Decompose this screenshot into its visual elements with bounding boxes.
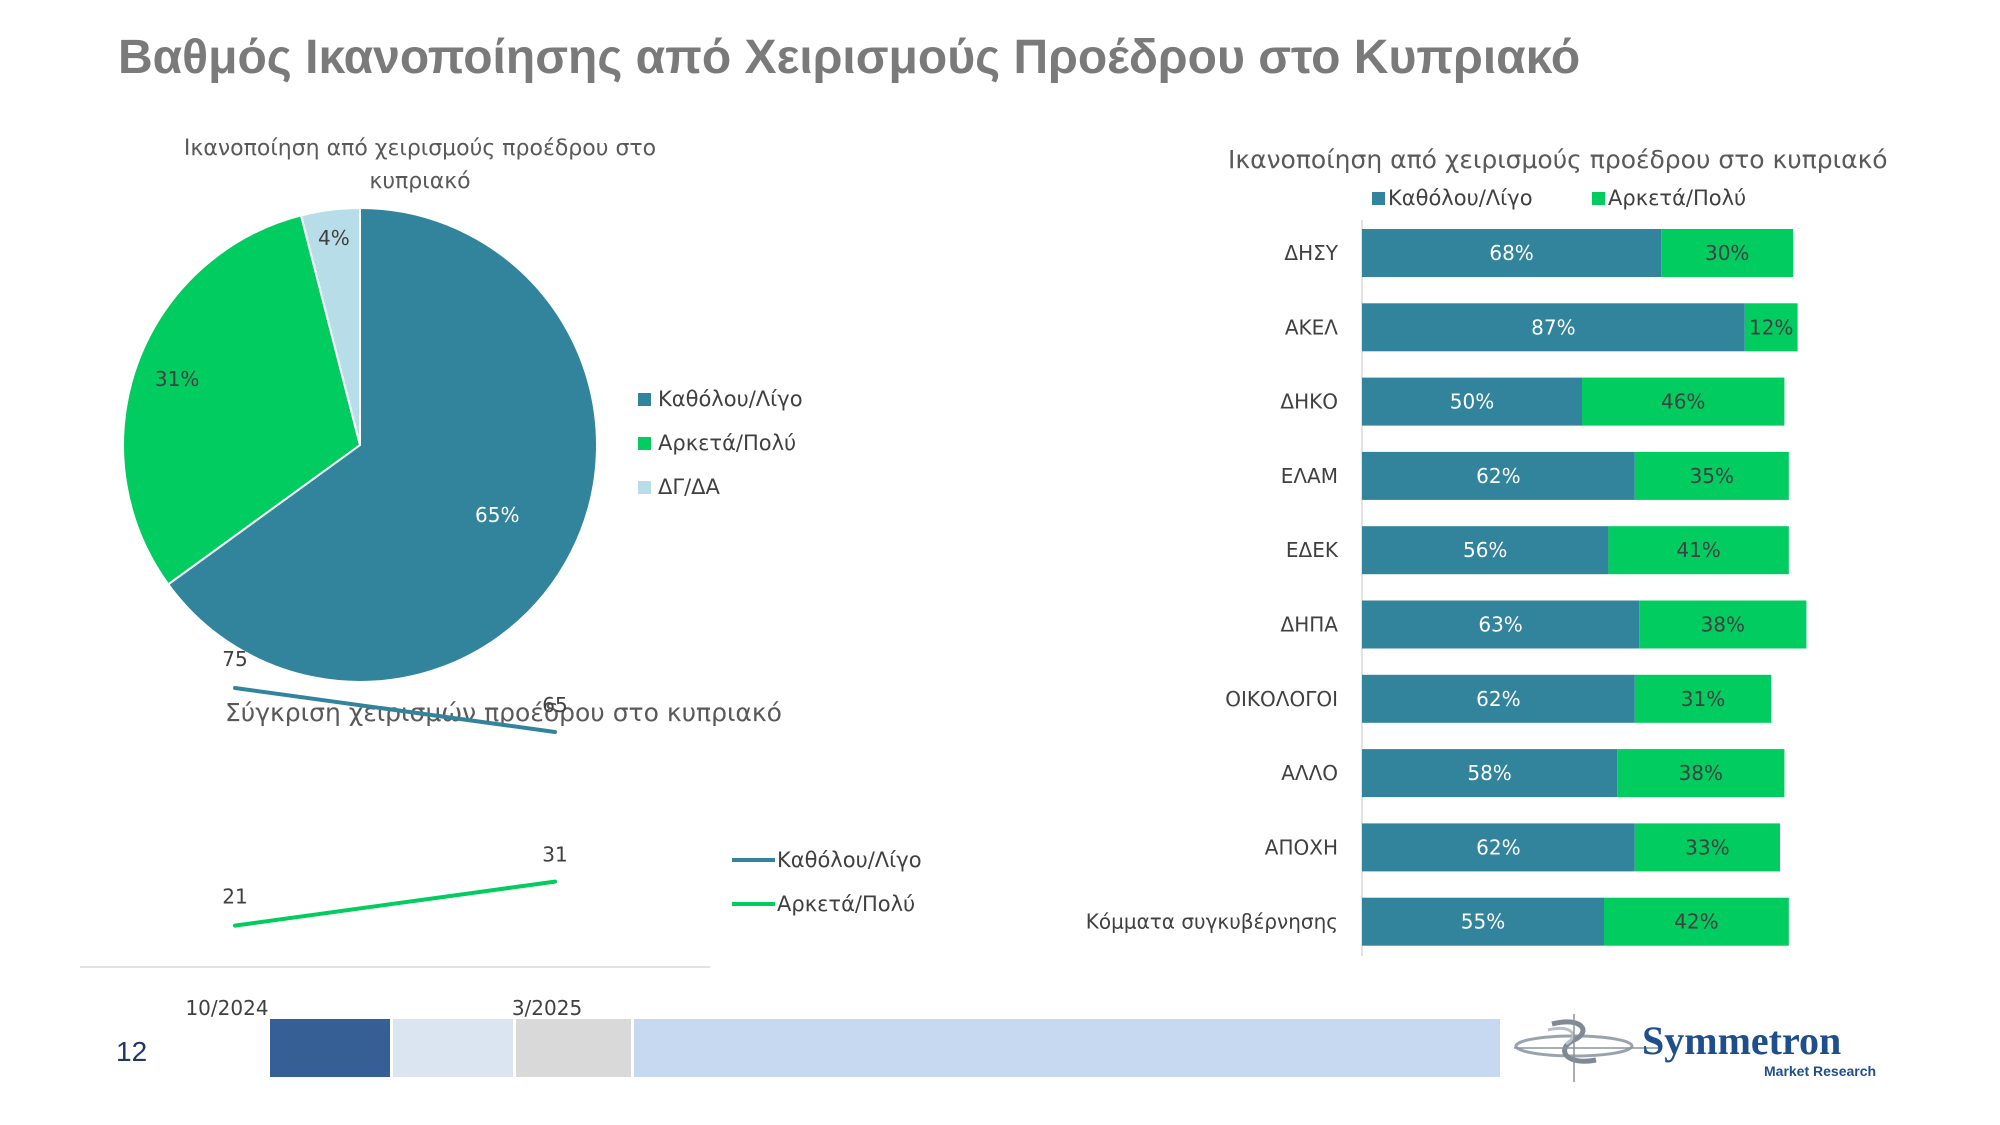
bar-segment-1 <box>1362 526 1609 575</box>
bar-category-label: ΕΔΕΚ <box>1286 538 1339 562</box>
bar-segment-1 <box>1362 229 1662 277</box>
bar-value-label: 62% <box>1476 464 1520 488</box>
bar-segment-2 <box>1604 897 1789 946</box>
bar-chart-title: Ικανοποίηση από χειρισμούς προέδρου στο … <box>1228 145 1888 174</box>
bar-value-label: 62% <box>1476 687 1520 711</box>
bar-segment-1 <box>1362 303 1745 352</box>
pie-slice-2 <box>122 214 362 586</box>
bar-segment-1 <box>1362 377 1582 426</box>
pie-title-line-1: Ικανοποίηση από χειρισμούς προέδρου στο <box>184 136 656 161</box>
bar-value-label: 58% <box>1467 761 1511 785</box>
bar-segment-2 <box>1634 451 1789 500</box>
bar-category-label: ΔΗΚΟ <box>1280 390 1338 414</box>
bar-value-label: 56% <box>1463 538 1507 562</box>
bar-segment-2 <box>1661 229 1794 277</box>
pie-slice-label-3: 4% <box>318 226 350 250</box>
bar-segment-1 <box>1362 897 1604 946</box>
footer-band-4 <box>634 1019 1500 1077</box>
bar-value-label: 41% <box>1676 538 1720 562</box>
bar-legend-label-2: Αρκετά/Πολύ <box>1608 186 1746 210</box>
pie-legend-label-2: Αρκετά/Πολύ <box>658 431 796 455</box>
page-title: Βαθμός Ικανοποίησης από Χειρισμούς Προέδ… <box>118 31 1581 84</box>
pie-slice-label-1: 65% <box>475 503 519 527</box>
bar-value-label: 55% <box>1461 910 1505 934</box>
line-x-tick-label: 3/2025 <box>512 996 582 1020</box>
bar-value-label: 38% <box>1679 761 1723 785</box>
bar-category-label: Κόμματα συγκυβέρνησης <box>1086 910 1338 934</box>
pie-slice-1 <box>166 206 598 683</box>
bar-value-label: 38% <box>1701 613 1745 637</box>
bar-segment-2 <box>1634 823 1780 872</box>
page-number: 12 <box>116 1036 148 1067</box>
pie-legend-swatch-1 <box>638 393 651 406</box>
line-series-1 <box>233 686 557 734</box>
footer-band-1 <box>270 1019 390 1077</box>
line-value-label: 21 <box>222 885 247 909</box>
bar-segment-2 <box>1639 600 1807 649</box>
bar-category-label: ΔΗΣΥ <box>1284 241 1338 265</box>
footer-band-3 <box>516 1019 631 1077</box>
bar-category-label: ΕΛΑΜ <box>1281 464 1338 488</box>
bar-legend-label-1: Καθόλου/Λίγο <box>1388 186 1533 210</box>
line-legend-label-1: Καθόλου/Λίγο <box>777 848 922 872</box>
party-stacked-bar-chart: Ικανοποίηση από χειρισμούς προέδρου στο … <box>1086 145 1888 956</box>
line-x-tick-label: 10/2024 <box>185 996 268 1020</box>
line-value-label: 31 <box>542 843 567 867</box>
bar-segment-1 <box>1362 674 1635 723</box>
pie-legend-swatch-2 <box>638 437 651 450</box>
bar-segment-2 <box>1744 303 1798 352</box>
comparison-line-chart: Σύγκριση χειρισμών προέδρου στο κυπριακό… <box>80 647 922 1020</box>
pie-legend-label-3: ΔΓ/ΔΑ <box>658 475 721 499</box>
bar-segment-2 <box>1608 526 1789 575</box>
line-value-label: 75 <box>222 647 247 671</box>
bar-value-label: 42% <box>1674 910 1718 934</box>
satisfaction-pie-chart: Ικανοποίηση από χειρισμούς προέδρου στο κ… <box>122 136 803 683</box>
symmetron-logo: Symmetron Market Research <box>1514 1014 1876 1082</box>
pie-legend-swatch-3 <box>638 481 651 494</box>
bar-segment-1 <box>1362 749 1618 798</box>
bar-value-label: 31% <box>1681 687 1725 711</box>
bar-category-label: ΑΚΕΛ <box>1285 315 1338 339</box>
footer-band-2 <box>393 1019 513 1077</box>
line-legend-label-2: Αρκετά/Πολύ <box>777 892 915 916</box>
bar-legend-swatch-1 <box>1372 192 1385 205</box>
line-series-2 <box>233 879 557 928</box>
bar-value-label: 50% <box>1450 390 1494 414</box>
bar-legend-swatch-2 <box>1592 192 1605 205</box>
bar-segment-1 <box>1362 823 1635 872</box>
bar-value-label: 62% <box>1476 835 1520 859</box>
pie-slice-label-2: 31% <box>155 367 199 391</box>
bar-value-label: 12% <box>1749 315 1793 339</box>
bar-value-label: 68% <box>1489 241 1533 265</box>
bar-category-label: ΑΛΛΟ <box>1281 761 1338 785</box>
bar-value-label: 30% <box>1705 241 1749 265</box>
pie-title-line-2: κυπριακό <box>369 169 470 194</box>
bar-segment-1 <box>1362 451 1635 500</box>
bar-category-label: ΔΗΠΑ <box>1281 613 1339 637</box>
bar-segment-2 <box>1634 674 1772 723</box>
bar-value-label: 87% <box>1531 315 1575 339</box>
symmetron-swirl-icon <box>1514 1014 1662 1082</box>
bar-category-label: ΟΙΚΟΛΟΓΟΙ <box>1225 687 1338 711</box>
bar-category-label: ΑΠΟΧΗ <box>1265 835 1338 859</box>
bar-value-label: 46% <box>1661 390 1705 414</box>
pie-slice-3 <box>299 206 361 446</box>
line-chart-title: Σύγκριση χειρισμών προέδρου στο κυπριακό <box>225 698 782 727</box>
bar-segment-2 <box>1582 377 1785 426</box>
bar-value-label: 63% <box>1478 613 1522 637</box>
logo-name: Symmetron <box>1642 1018 1841 1063</box>
bar-segment-2 <box>1617 749 1785 798</box>
pie-legend-label-1: Καθόλου/Λίγο <box>658 387 803 411</box>
logo-tagline: Market Research <box>1764 1063 1876 1079</box>
bar-value-label: 33% <box>1685 835 1729 859</box>
line-value-label: 65 <box>542 693 567 717</box>
bar-value-label: 35% <box>1690 464 1734 488</box>
bar-segment-1 <box>1362 600 1640 649</box>
